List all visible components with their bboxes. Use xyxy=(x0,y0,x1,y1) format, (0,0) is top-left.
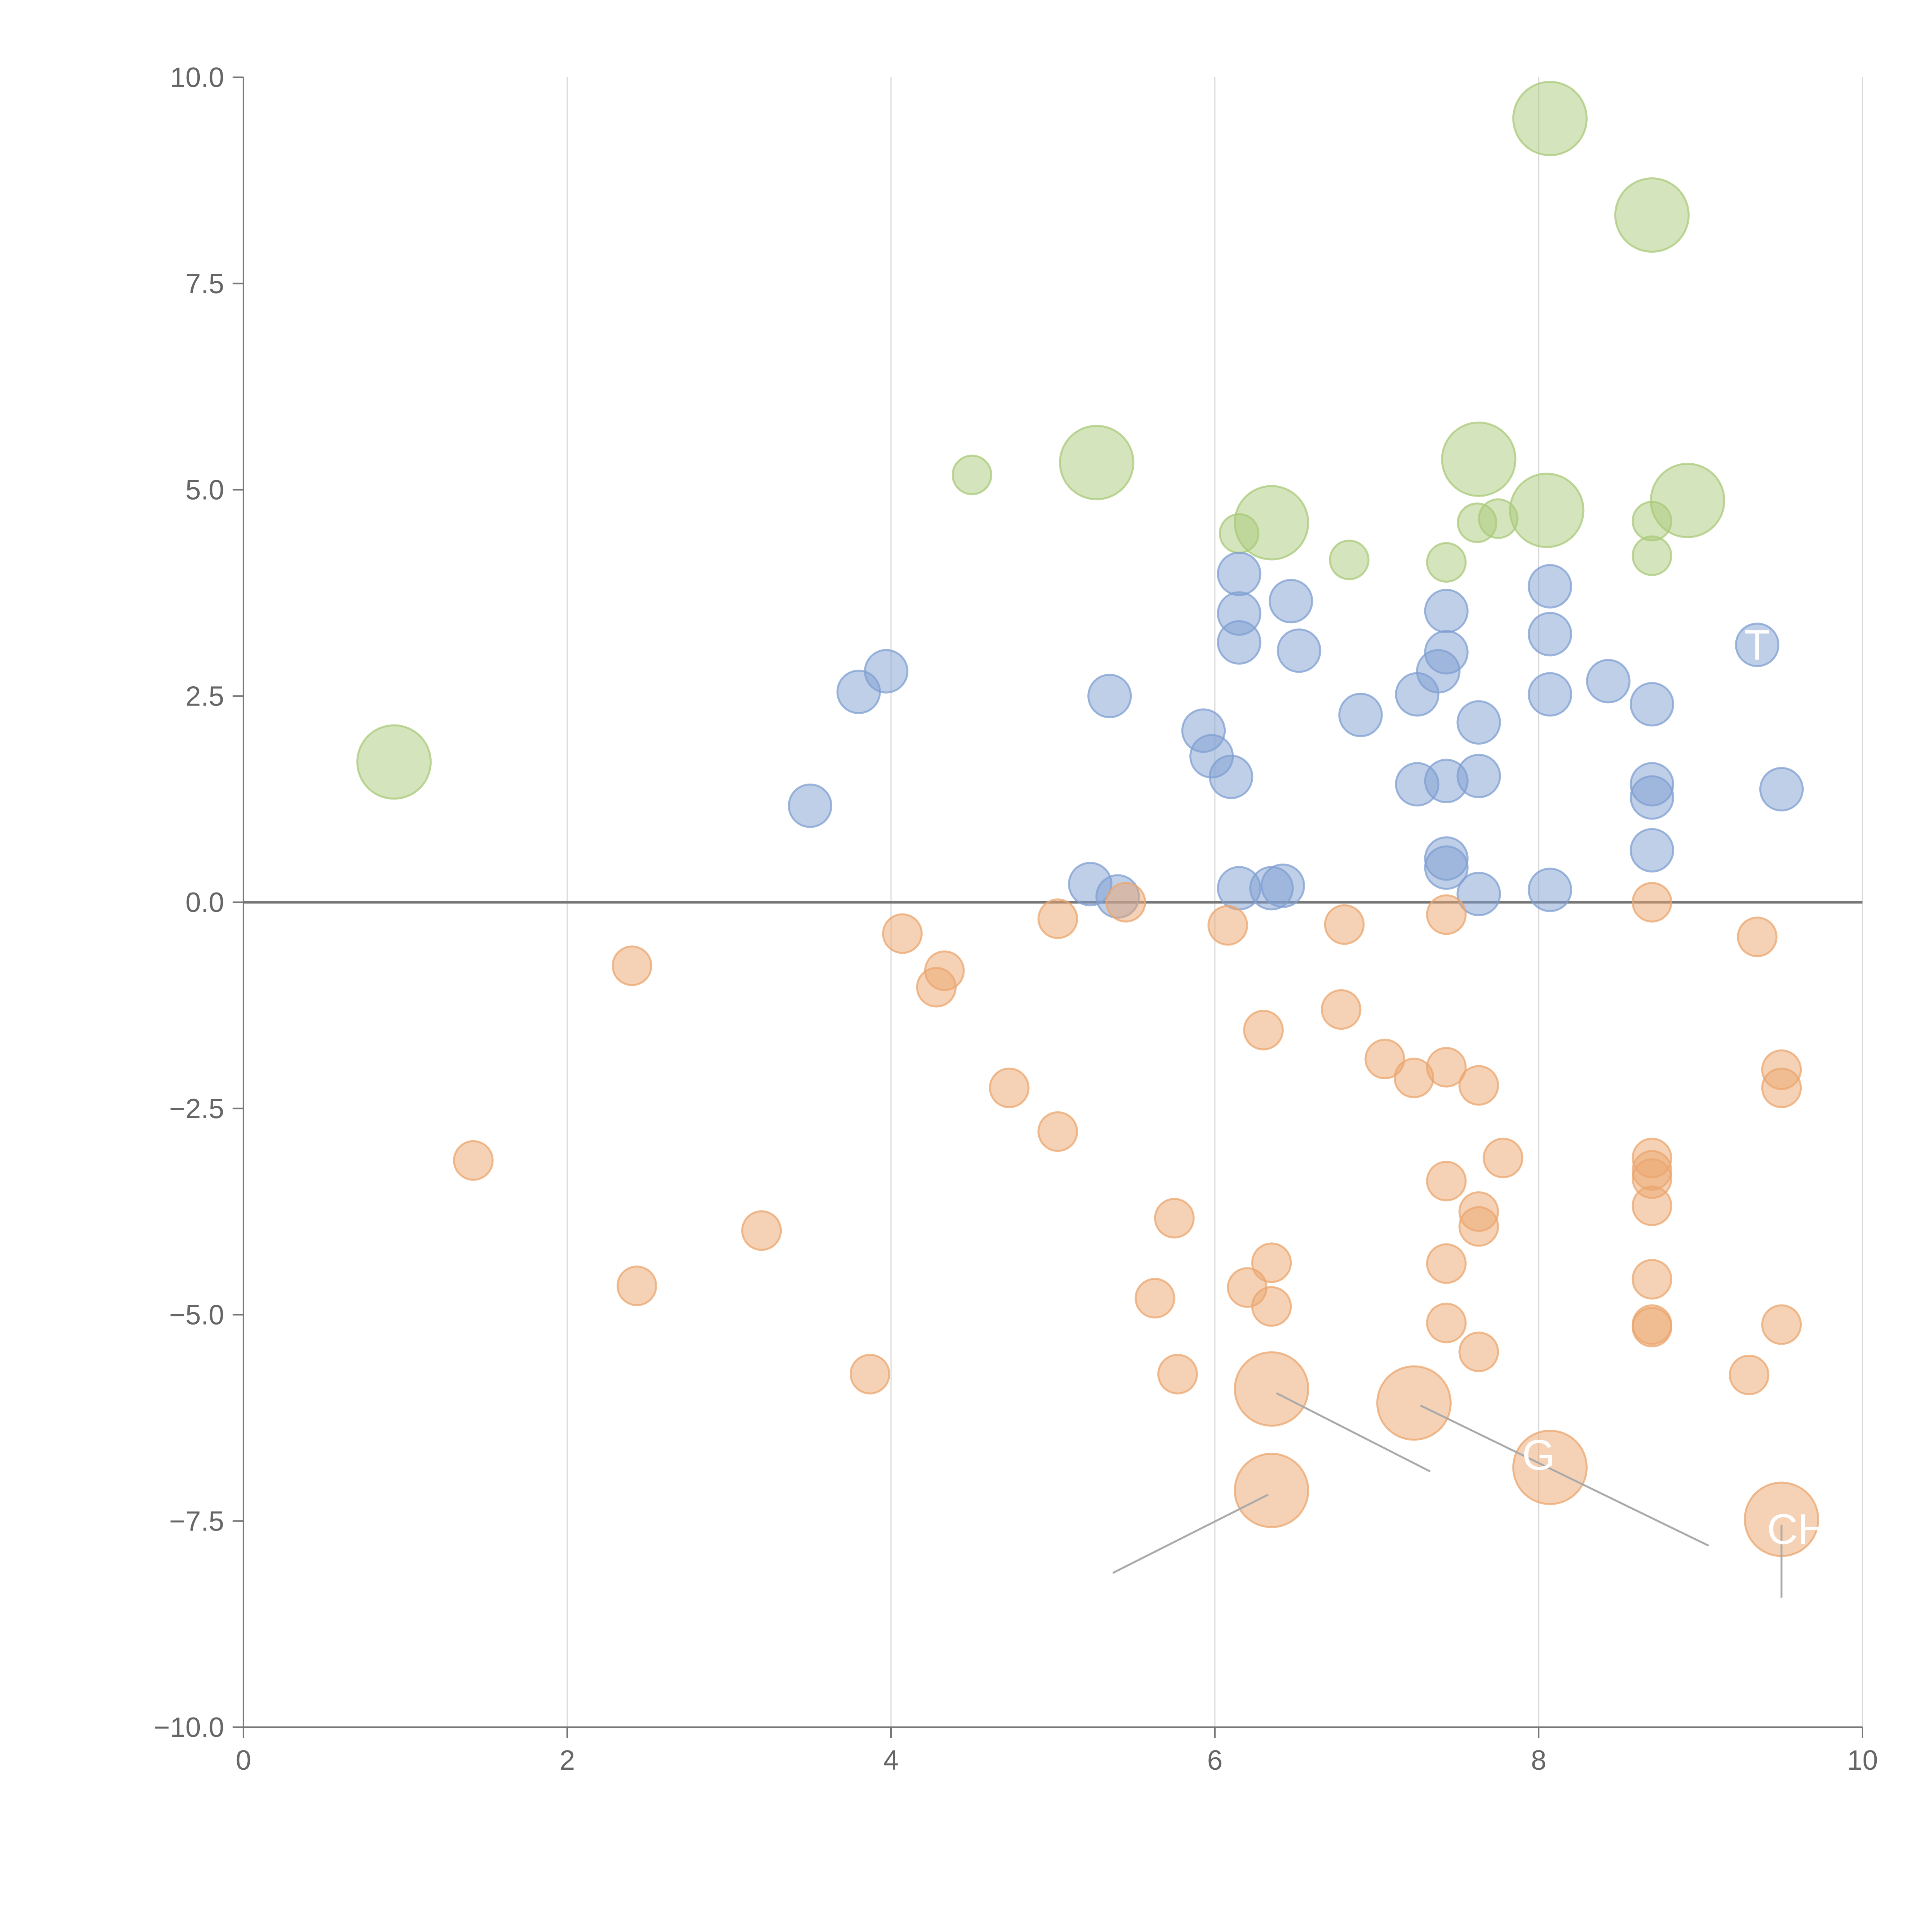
y-tick-label: −7.5 xyxy=(169,1506,224,1537)
orange-point xyxy=(1235,1352,1308,1426)
orange-point xyxy=(1633,1308,1671,1347)
blue-point xyxy=(1631,683,1673,726)
y-tick-label: −2.5 xyxy=(169,1094,224,1124)
blue-point xyxy=(1088,675,1131,717)
orange-point xyxy=(1633,883,1671,922)
blue-point xyxy=(1631,829,1673,871)
orange-point xyxy=(1459,1207,1498,1246)
orange-point xyxy=(1762,1305,1801,1344)
orange-point xyxy=(917,968,956,1007)
green-point xyxy=(357,725,431,799)
leader-line xyxy=(1113,1495,1268,1573)
orange-point xyxy=(1427,1162,1466,1201)
blue-point xyxy=(1529,613,1571,655)
blue-point xyxy=(1631,776,1673,819)
green-point xyxy=(1427,543,1466,582)
green-point xyxy=(1633,502,1671,541)
blue-point xyxy=(1425,590,1468,632)
y-tick-label: 10.0 xyxy=(170,62,224,93)
point-label: CH xyxy=(1767,1506,1828,1553)
blue-point xyxy=(1396,673,1439,716)
y-tick-label: −5.0 xyxy=(169,1300,224,1331)
blue-point xyxy=(1760,768,1803,811)
data-points xyxy=(357,82,1818,1556)
orange-point xyxy=(1209,906,1247,945)
orange-point xyxy=(1325,905,1364,944)
x-tick-label: 10 xyxy=(1847,1745,1878,1776)
blue-point xyxy=(789,784,832,827)
blue-point xyxy=(1218,621,1260,663)
y-tick-label: 7.5 xyxy=(185,269,224,299)
scatter-chart: 0 2 4 6 8 10 10.0 7.5 5.0 2.5 0.0 −2.5 −5.0 −7.5 −10.0… xyxy=(0,0,1932,1932)
blue-point xyxy=(1529,869,1571,911)
x-tick-label: 2 xyxy=(560,1745,575,1776)
point-label: T xyxy=(1744,621,1770,669)
orange-point xyxy=(613,946,651,985)
green-point xyxy=(1060,426,1133,499)
orange-point xyxy=(1107,883,1145,922)
blue-point xyxy=(1278,629,1320,672)
blue-point xyxy=(1270,580,1312,622)
orange-point xyxy=(1039,1112,1077,1151)
blue-point xyxy=(1210,755,1252,798)
x-tick-label: 0 xyxy=(236,1745,251,1776)
orange-point xyxy=(1427,1304,1466,1342)
orange-point xyxy=(1459,1066,1498,1105)
y-tick-label: 2.5 xyxy=(185,681,224,712)
orange-point xyxy=(1633,1187,1671,1225)
green-point xyxy=(1442,423,1515,496)
orange-point xyxy=(1377,1366,1451,1440)
blue-point xyxy=(1458,755,1500,797)
orange-point xyxy=(1427,1244,1466,1283)
green-point xyxy=(1330,541,1369,579)
orange-point xyxy=(1427,895,1466,934)
axes: 0 2 4 6 8 10 10.0 7.5 5.0 2.5 0.0 −2.5 −5.0 −7.5 −10.0 xyxy=(154,62,1878,1776)
orange-point xyxy=(1738,918,1777,956)
orange-point xyxy=(1244,1011,1283,1049)
orange-point xyxy=(1252,1287,1291,1326)
green-point xyxy=(953,456,992,494)
orange-point xyxy=(1459,1333,1498,1371)
blue-point xyxy=(1529,673,1571,716)
orange-point xyxy=(454,1141,493,1180)
orange-point xyxy=(1158,1355,1197,1393)
blue-point xyxy=(1458,701,1500,744)
x-tick-label: 4 xyxy=(883,1745,899,1776)
y-tick-label: 0.0 xyxy=(185,887,224,918)
blue-point xyxy=(1218,553,1260,595)
green-point xyxy=(1220,514,1259,553)
blue-point xyxy=(865,650,907,692)
blue-point xyxy=(1529,565,1571,607)
leader-line xyxy=(1420,1405,1709,1546)
blue-point xyxy=(1262,864,1304,907)
green-point xyxy=(1633,536,1671,575)
blue-point xyxy=(1339,694,1382,736)
point-label: G xyxy=(1522,1431,1555,1479)
orange-point xyxy=(1322,990,1361,1029)
orange-point xyxy=(617,1267,656,1305)
orange-point xyxy=(1235,1454,1308,1527)
green-point xyxy=(1510,474,1583,547)
blue-point xyxy=(1587,660,1629,702)
green-point xyxy=(1615,179,1689,252)
orange-point xyxy=(990,1068,1029,1107)
orange-point xyxy=(1633,1260,1671,1299)
orange-point xyxy=(1155,1199,1194,1238)
orange-point xyxy=(851,1355,889,1393)
orange-point xyxy=(883,914,922,953)
orange-point xyxy=(742,1211,781,1250)
x-tick-label: 6 xyxy=(1207,1745,1223,1776)
label-leader-lines xyxy=(1113,1393,1781,1597)
x-tick-label: 8 xyxy=(1531,1745,1546,1776)
green-point xyxy=(1479,499,1517,538)
y-tick-label: −10.0 xyxy=(154,1712,224,1743)
orange-point xyxy=(1136,1279,1174,1318)
orange-point xyxy=(1484,1139,1522,1177)
orange-point xyxy=(1730,1355,1769,1394)
orange-point xyxy=(1762,1068,1801,1107)
y-tick-label: 5.0 xyxy=(185,475,224,506)
green-point xyxy=(1513,82,1587,155)
orange-point xyxy=(1039,900,1077,938)
